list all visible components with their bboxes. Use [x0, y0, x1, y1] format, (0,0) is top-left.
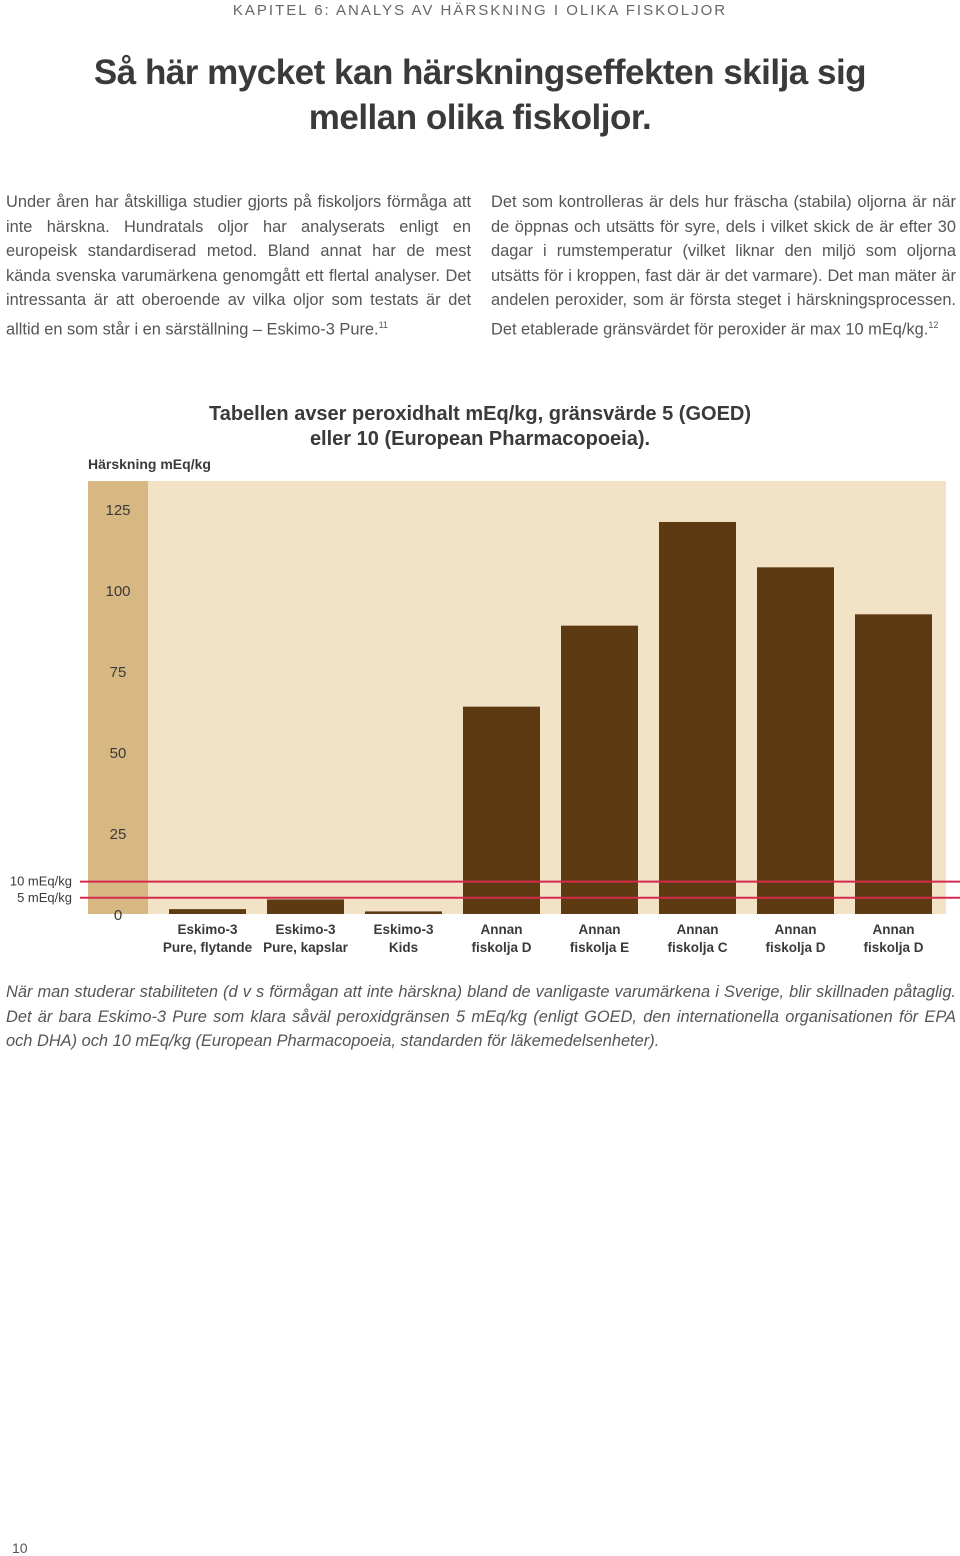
- page-title: Så här mycket kan härskningseffekten ski…: [60, 50, 900, 140]
- bar-3: [365, 911, 442, 914]
- y-axis-label: Härskning mEq/kg: [88, 456, 211, 472]
- x-tick-label: Pure, kapslar: [263, 940, 349, 955]
- y-tick-label: 100: [105, 583, 130, 600]
- caption-text: När man studerar stabiliteten (d v s för…: [6, 983, 956, 1050]
- x-tick-label: Eskimo-3: [373, 922, 434, 937]
- y-tick-label: 0: [114, 907, 122, 924]
- chart-caption: När man studerar stabiliteten (d v s för…: [6, 980, 956, 1054]
- x-tick-label: Annan: [579, 922, 621, 937]
- x-tick-label: Annan: [873, 922, 915, 937]
- title-line-2: mellan olika fiskoljor.: [308, 98, 652, 137]
- limit-line-label: 10 mEq/kg: [10, 874, 72, 889]
- bar-6: [659, 521, 736, 914]
- limit-line-label: 5 mEq/kg: [17, 890, 72, 905]
- peroxide-bar-chart: 0 25 50 75 100 125 Eskimo-3 Pure, flytande Eskim…: [10, 481, 960, 955]
- x-tick-label: fiskolja D: [863, 940, 923, 955]
- y-tick-label: 75: [110, 664, 127, 681]
- y-axis-band: [88, 481, 148, 914]
- bar-8: [855, 614, 932, 914]
- x-tick-label: fiskolja C: [667, 940, 727, 955]
- footnote-ref-11: 11: [378, 319, 388, 330]
- intro-left-column: Under åren har åtskilliga studier gjorts…: [6, 190, 471, 341]
- chart-title: Tabellen avser peroxidhalt mEq/kg, gräns…: [208, 403, 752, 450]
- intro-right-text: Det som kontrolleras är dels hur fräscha…: [491, 193, 956, 338]
- y-tick-label: 25: [110, 826, 127, 843]
- chapter-header: KAPITEL 6: ANALYS AV HÄRSKNING I OLIKA F…: [232, 2, 728, 19]
- x-tick-label: Annan: [481, 922, 523, 937]
- bar-1: [169, 909, 246, 914]
- x-tick-label: Eskimo-3: [275, 922, 336, 937]
- x-tick-label: Eskimo-3: [177, 922, 238, 937]
- bar-2: [267, 899, 344, 914]
- bar-5: [561, 625, 638, 914]
- bar-4: [463, 706, 540, 914]
- bar-7: [757, 567, 834, 914]
- x-tick-label: Annan: [677, 922, 719, 937]
- footnote-ref-12: 12: [928, 319, 939, 330]
- page-number: 10: [12, 1540, 28, 1556]
- x-tick-label: fiskolja E: [570, 940, 629, 955]
- y-tick-label: 50: [110, 745, 127, 762]
- x-tick-label: Annan: [775, 922, 817, 937]
- x-tick-label: fiskolja D: [471, 940, 531, 955]
- intro-right-column: Det som kontrolleras är dels hur fräscha…: [491, 190, 956, 341]
- x-tick-label: Kids: [389, 940, 418, 955]
- x-tick-label: Pure, flytande: [163, 940, 253, 955]
- x-tick-label: fiskolja D: [765, 940, 825, 955]
- title-line-1: Så här mycket kan härskningseffekten ski…: [93, 53, 867, 92]
- intro-left-text: Under åren har åtskilliga studier gjorts…: [6, 193, 471, 338]
- y-tick-label: 125: [105, 502, 130, 519]
